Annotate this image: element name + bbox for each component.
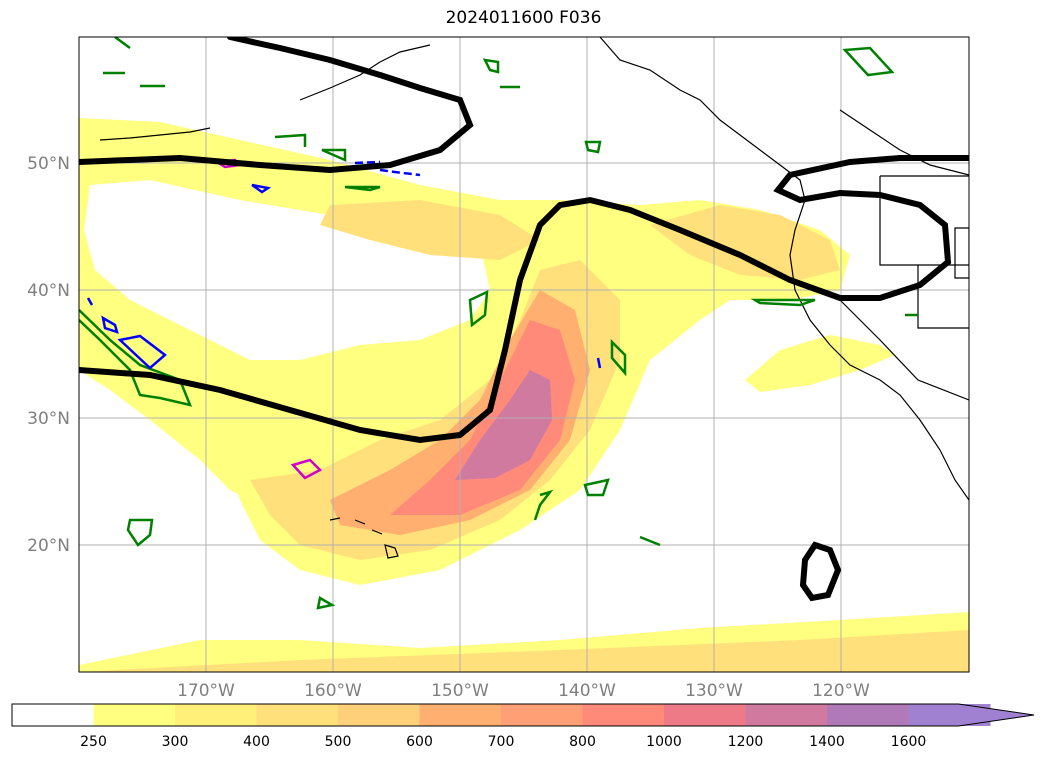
lat-label-30: 30°N [27, 409, 70, 429]
lon-labels: 170°W 160°W 150°W 140°W 130°W 120°W [177, 681, 870, 701]
colorbar-extend-arrow [908, 704, 1034, 726]
coastlines [99, 37, 969, 559]
lat-label-20: 20°N [27, 536, 70, 556]
thick-contour-closed-low [799, 541, 842, 602]
colorbar-segment [827, 704, 909, 726]
colorbar-tick-label: 1600 [891, 734, 927, 750]
colorbar-segment [93, 704, 176, 726]
green-contours [79, 37, 918, 610]
thick-contour-trough [79, 155, 969, 444]
lat-label-50: 50°N [27, 154, 70, 174]
colorbar-segment [582, 704, 665, 726]
colorbar-tick-label: 500 [325, 734, 352, 750]
colorbar-segment [12, 704, 94, 726]
map-frame [78, 36, 970, 673]
colorbar-tick-label: 400 [243, 734, 270, 750]
colorbar-segment [256, 704, 339, 726]
shade-level-300-north [320, 200, 540, 260]
thick-contour-west [79, 37, 474, 174]
lat-labels: 50°N 40°N 30°N 20°N [27, 154, 70, 556]
colorbar-tick-label: 1400 [809, 734, 845, 750]
colorbar-segment [419, 704, 502, 726]
colorbar-segment [745, 704, 828, 726]
colorbar-tick-label: 1000 [646, 734, 682, 750]
map-panel [79, 37, 969, 672]
colorbar-segment [501, 704, 583, 726]
shade-coastal-blob [745, 335, 895, 392]
colorbar: 250 300 400 500 600 700 800 1000 1200 1400 1600 [11, 703, 1035, 750]
shade-level-300-coast [650, 205, 840, 280]
shade-southern-band-inner [79, 630, 969, 672]
lon-label-130w: 130°W [685, 681, 743, 701]
map-title: 2024011600 F036 [445, 8, 602, 28]
lon-label-120w: 120°W [812, 681, 870, 701]
colorbar-tick-label: 700 [488, 734, 515, 750]
shade-level-250-west [79, 300, 330, 500]
lon-label-150w: 150°W [431, 681, 489, 701]
blue-contours [86, 160, 602, 370]
colorbar-tick-label: 300 [162, 734, 189, 750]
lat-label-40: 40°N [27, 281, 70, 301]
colorbar-tick-label: 600 [406, 734, 433, 750]
colorbar-tick-label: 800 [569, 734, 596, 750]
colorbar-tick-label: 1200 [728, 734, 764, 750]
shade-level-1000 [455, 370, 552, 480]
lon-label-140w: 140°W [558, 681, 616, 701]
colorbar-segment [664, 704, 746, 726]
thick-black-contours [79, 37, 969, 602]
ivt-shading [79, 118, 969, 672]
lon-label-160w: 160°W [304, 681, 362, 701]
hawaii-islands [329, 517, 399, 559]
lon-label-170w: 170°W [177, 681, 235, 701]
colorbar-outline [11, 703, 1035, 727]
colorbar-tick-label: 250 [80, 734, 107, 750]
colorbar-segment [338, 704, 420, 726]
colorbar-segment [175, 704, 257, 726]
